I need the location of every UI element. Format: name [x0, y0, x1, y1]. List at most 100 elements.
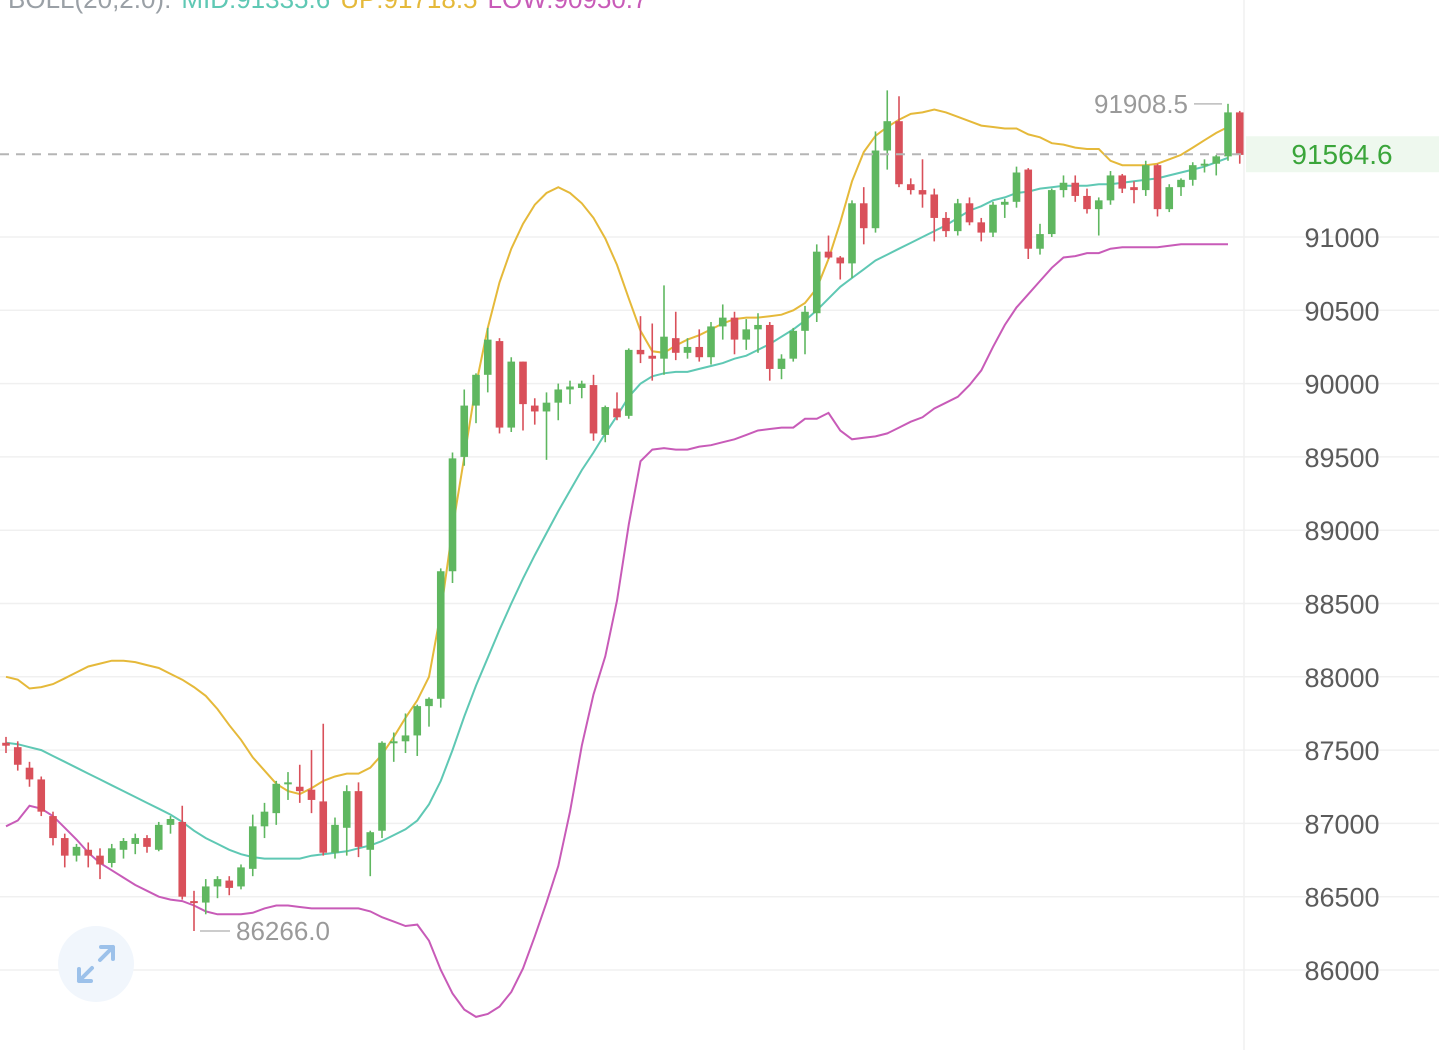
candle-up: [413, 704, 422, 756]
candle-down: [1024, 168, 1033, 259]
candle-down: [2, 736, 10, 754]
candle-body: [683, 346, 692, 353]
boll-low-line: [5, 243, 1228, 1018]
candle-up: [260, 802, 269, 839]
candle-up: [566, 380, 574, 405]
candle-down: [636, 316, 645, 364]
candle-down: [918, 159, 927, 208]
candle-down: [60, 833, 69, 868]
price-tick-label: 88000: [1304, 663, 1379, 693]
candle-down: [942, 212, 950, 237]
candle-up: [342, 785, 351, 856]
candle-body: [601, 407, 610, 435]
price-tick-label: 86500: [1304, 883, 1379, 913]
candle-body: [389, 741, 398, 744]
candle-body: [354, 791, 363, 847]
candle-body: [906, 184, 915, 191]
candle-down: [354, 782, 363, 858]
candle-body: [977, 222, 986, 233]
candle-up: [871, 131, 880, 233]
candle-body: [84, 849, 93, 856]
low-price-label: 86266.0: [236, 916, 330, 946]
candle-body: [648, 355, 657, 359]
candle-body: [119, 840, 128, 850]
candle-up: [542, 392, 551, 460]
annotations: 91564.6 91908.5 86266.0: [0, 89, 1439, 946]
candle-down: [895, 96, 903, 188]
indicator-legend: BOLL(20,2.0): MID:91335.6 UP:91718.5 LOW:90…: [8, 0, 657, 15]
legend-low: LOW:90950.7: [488, 0, 648, 14]
candle-body: [589, 385, 598, 434]
candle-down: [1083, 188, 1091, 214]
candle-up: [107, 843, 116, 868]
candle-down: [519, 361, 527, 431]
price-axis: 86000 86500 87000 87500 88000 88500 89000 89500…: [1304, 223, 1379, 986]
candle-up: [1036, 223, 1044, 255]
candle-body: [1235, 112, 1244, 155]
candle-down: [225, 876, 234, 896]
legend-up: UP:91718.5: [340, 0, 477, 14]
candle-body: [1130, 187, 1138, 191]
candle-up: [1106, 171, 1115, 205]
candle-up: [166, 816, 175, 834]
expand-chart-button[interactable]: [58, 926, 134, 1002]
candle-body: [883, 121, 892, 151]
candle-body: [1177, 179, 1185, 188]
candle-body: [519, 361, 527, 405]
candle-body: [425, 698, 433, 707]
candle-body: [1012, 172, 1021, 202]
candle-body: [107, 848, 116, 863]
candle-up: [448, 452, 457, 583]
candle-up: [660, 285, 668, 375]
candle-up: [707, 322, 715, 365]
candle-up: [1188, 162, 1197, 186]
candle-up: [1177, 178, 1185, 196]
candle-body: [566, 386, 574, 390]
candle-down: [648, 323, 657, 381]
candle-body: [1200, 163, 1209, 166]
candle-up: [131, 833, 140, 855]
candle-body: [636, 349, 645, 355]
candle-body: [1059, 182, 1068, 191]
candle-down: [319, 723, 328, 856]
candle-body: [671, 338, 680, 353]
boll-up-line: [5, 108, 1229, 796]
candle-body: [554, 389, 563, 403]
candle-down: [178, 805, 187, 900]
candle-body: [366, 832, 375, 850]
candle-body: [507, 361, 516, 428]
candle-body: [131, 838, 140, 844]
price-tick-label: 90000: [1304, 370, 1379, 400]
candle-body: [812, 251, 821, 314]
candle-up: [389, 732, 398, 762]
candle-body: [25, 767, 34, 780]
candle-body: [624, 349, 633, 416]
candle-down: [1130, 181, 1138, 204]
legend-label: BOLL(20,2.0):: [8, 0, 171, 14]
candle-down: [84, 842, 93, 868]
candle-body: [848, 203, 856, 264]
candle-down: [530, 398, 539, 425]
candle-body: [1094, 200, 1103, 210]
candle-body: [1118, 175, 1127, 189]
candle-body: [248, 826, 257, 869]
candle-down: [730, 311, 739, 355]
candle-body: [166, 819, 175, 825]
candle-down: [930, 188, 939, 242]
candle-body: [472, 374, 480, 406]
candle-body: [72, 846, 81, 856]
candle-body: [695, 346, 704, 358]
candle-body: [1165, 187, 1174, 210]
candle-body: [577, 383, 586, 388]
candle-up: [401, 713, 410, 754]
candle-body: [836, 257, 845, 264]
candle-down: [96, 848, 104, 880]
candle-body: [190, 901, 198, 904]
expand-icon: [77, 945, 115, 983]
candle-body: [942, 217, 950, 232]
candle-up: [507, 357, 516, 432]
candle-up: [1165, 184, 1174, 213]
candle-body: [49, 816, 57, 839]
candle-body: [401, 735, 410, 742]
